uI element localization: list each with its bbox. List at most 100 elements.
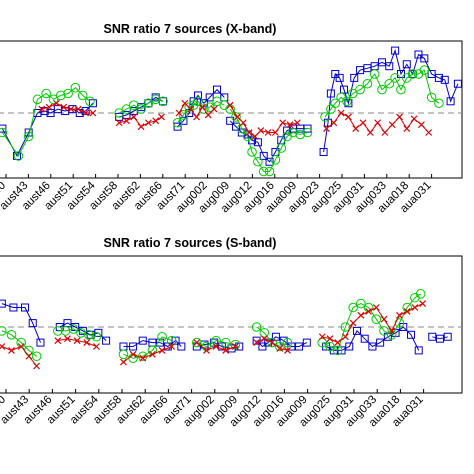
series-2-point-1-5 xyxy=(152,117,160,125)
series-0-point-5-6 xyxy=(368,342,377,351)
series-1-point-4-5 xyxy=(347,88,358,99)
series-0-point-4-23 xyxy=(453,79,462,88)
series-1-point-5-13 xyxy=(415,289,426,299)
series-0-line-segment-2 xyxy=(177,88,225,127)
series-0-point-2-7 xyxy=(177,342,186,351)
series-0-point-2-1 xyxy=(129,342,138,351)
series-1-point-4-8 xyxy=(369,69,380,79)
series-2-point-3-1 xyxy=(203,346,210,354)
series-2-point-3-4 xyxy=(251,132,259,140)
series-1-point-4-2 xyxy=(267,337,277,348)
series-1-point-3-5 xyxy=(253,156,263,167)
series-2-point-4-3 xyxy=(344,113,352,121)
series-0-point-4-4 xyxy=(335,73,344,82)
series-1-point-4-12 xyxy=(396,84,406,95)
series-1-point-2-5 xyxy=(166,335,177,346)
series-2-point-2-5 xyxy=(204,111,212,119)
series-2-point-4-12 xyxy=(410,115,418,123)
series-1-point-0-7 xyxy=(63,88,73,99)
series-0-point-0-1 xyxy=(12,151,21,160)
series-1-point-1-1 xyxy=(60,326,71,336)
series-2-point-4-11 xyxy=(403,125,411,133)
series-1-point-4-1 xyxy=(259,328,270,338)
series-2-point-3-10 xyxy=(293,119,301,127)
series-1-point-4-9 xyxy=(377,84,387,95)
series-0-line-segment-1 xyxy=(119,96,164,118)
series-0-point-2-6 xyxy=(205,93,214,102)
series-2-point-2-0 xyxy=(175,109,183,117)
series-2-point-4-2 xyxy=(268,339,276,347)
series-2-point-2-2 xyxy=(139,354,147,362)
series-0-point-0-4 xyxy=(40,107,49,116)
series-1-point-0-0 xyxy=(0,326,7,336)
series-2-point-5-0 xyxy=(318,333,326,341)
series-2-point-2-3 xyxy=(193,113,200,121)
series-0-line-segment-3 xyxy=(229,120,308,163)
series-2-point-4-3 xyxy=(276,345,284,352)
series-2-point-4-8 xyxy=(381,129,389,136)
series-0-point-0-4 xyxy=(36,338,45,347)
series-1-point-0-1 xyxy=(6,330,17,340)
series-1-point-1-3 xyxy=(136,104,146,114)
series-0-point-4-7 xyxy=(302,338,311,347)
series-0-point-4-22 xyxy=(446,97,455,106)
series-0-point-5-12 xyxy=(414,346,423,355)
series-1-point-3-8 xyxy=(270,155,281,165)
series-1-point-4-10 xyxy=(384,78,395,89)
series-2-point-3-7 xyxy=(271,129,279,136)
series-0-point-5-3 xyxy=(345,342,354,351)
series-1-point-5-1 xyxy=(325,341,335,352)
series-2-point-0-5 xyxy=(74,105,82,113)
series-2-point-0-0 xyxy=(38,105,46,113)
series-1-point-4-11 xyxy=(390,73,400,83)
series-2-point-0-7 xyxy=(89,109,97,117)
s-band-axes-box xyxy=(0,255,463,394)
series-2-point-3-4 xyxy=(231,343,239,350)
series-1-point-0-4 xyxy=(31,351,42,362)
series-1-point-5-0 xyxy=(317,337,328,348)
series-0-point-5-7 xyxy=(376,338,385,347)
series-1-point-1-5 xyxy=(91,331,102,342)
series-1-point-0-10 xyxy=(85,96,95,107)
series-1-line-segment-3 xyxy=(229,108,308,172)
series-1-point-1-4 xyxy=(83,330,94,340)
series-1-line-segment-0 xyxy=(1,330,37,357)
series-2-point-1-2 xyxy=(130,113,138,121)
series-2-point-2-4 xyxy=(198,103,206,111)
series-1-point-0-0 xyxy=(0,127,8,138)
series-1-line-segment-2 xyxy=(123,336,172,359)
series-2-point-2-4 xyxy=(158,346,166,354)
series-2-point-5-6 xyxy=(365,307,372,315)
series-2-point-4-7 xyxy=(374,119,382,127)
series-0-point-6-2 xyxy=(443,332,452,341)
series-2-point-4-4 xyxy=(352,125,360,133)
series-1-point-1-1 xyxy=(121,104,132,114)
series-0-point-4-6 xyxy=(295,342,304,351)
series-1-point-5-3 xyxy=(340,322,351,332)
series-0-point-4-12 xyxy=(385,62,394,71)
series-2-point-5-2 xyxy=(334,339,342,347)
series-2-point-1-0 xyxy=(54,337,62,345)
series-1-point-2-7 xyxy=(212,96,222,107)
series-1-point-4-17 xyxy=(426,92,437,103)
series-0-point-5-4 xyxy=(352,326,361,335)
series-1-point-4-7 xyxy=(362,78,373,89)
series-0-point-4-5 xyxy=(340,85,349,94)
series-2-point-4-1 xyxy=(330,119,338,127)
series-0-point-3-6 xyxy=(259,151,268,160)
series-0-point-2-4 xyxy=(194,91,203,100)
series-1-point-3-7 xyxy=(264,166,275,177)
series-0-point-4-7 xyxy=(350,73,359,82)
series-1-point-2-4 xyxy=(193,96,203,107)
series-0-point-4-21 xyxy=(440,75,449,84)
series-1-point-3-11 xyxy=(288,127,298,138)
series-0-point-4-20 xyxy=(434,73,443,82)
series-2-point-1-0 xyxy=(115,119,123,127)
series-1-point-3-9 xyxy=(276,143,287,153)
series-0-point-4-18 xyxy=(420,54,429,63)
series-0-point-4-1 xyxy=(323,118,332,127)
series-2-point-5-9 xyxy=(388,327,396,335)
series-2-point-1-2 xyxy=(73,337,81,345)
series-1-line-segment-0 xyxy=(1,87,91,157)
